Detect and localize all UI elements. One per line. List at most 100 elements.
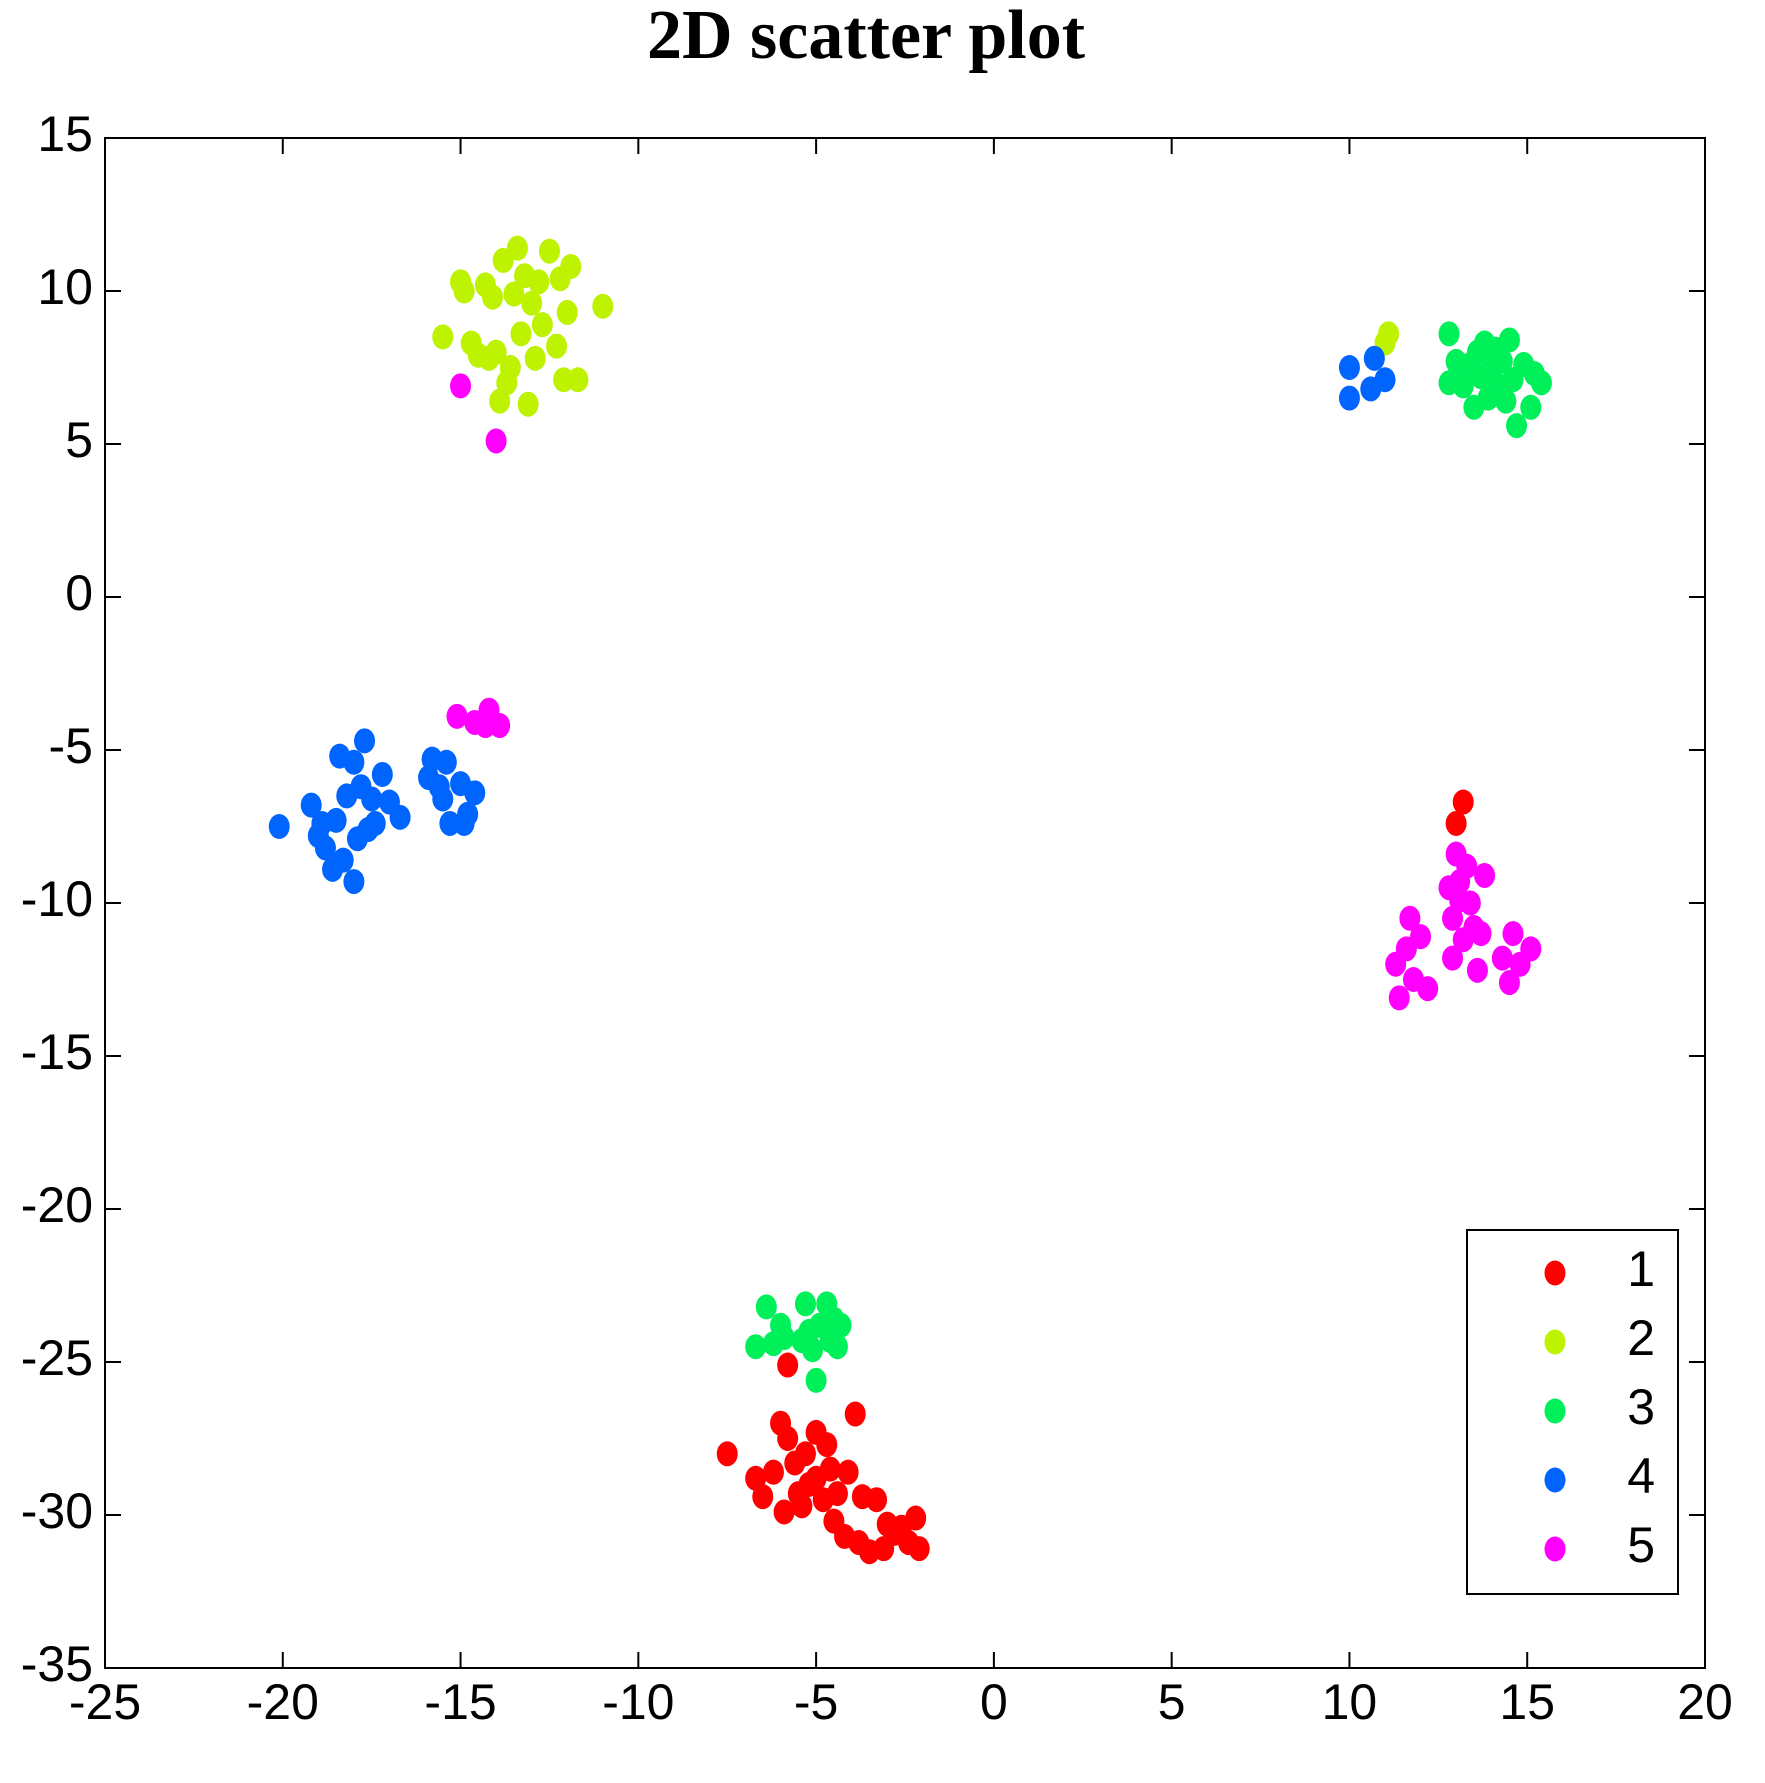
point bbox=[1520, 394, 1542, 420]
point bbox=[1449, 869, 1471, 895]
point bbox=[794, 1441, 816, 1467]
y-tick-label: -20 bbox=[21, 1177, 93, 1233]
legend-box bbox=[1466, 1229, 1679, 1595]
point bbox=[1506, 413, 1528, 439]
y-tick-label: -25 bbox=[21, 1330, 93, 1386]
point bbox=[1374, 367, 1396, 393]
point bbox=[773, 1325, 795, 1351]
legend-marker bbox=[1544, 1467, 1566, 1493]
point bbox=[1388, 985, 1410, 1011]
point bbox=[464, 780, 486, 806]
point bbox=[1363, 345, 1385, 371]
point bbox=[755, 1294, 777, 1320]
point bbox=[1410, 924, 1432, 950]
point bbox=[791, 1493, 813, 1519]
legend-label: 5 bbox=[1627, 1517, 1655, 1573]
point bbox=[794, 1291, 816, 1317]
point bbox=[446, 703, 468, 729]
legend-label: 1 bbox=[1627, 1241, 1655, 1297]
point bbox=[343, 869, 365, 895]
point bbox=[826, 1334, 848, 1360]
point bbox=[592, 293, 614, 319]
point bbox=[1438, 321, 1460, 347]
point bbox=[482, 284, 504, 310]
point bbox=[371, 761, 393, 787]
point bbox=[1502, 921, 1524, 947]
point bbox=[1338, 355, 1360, 380]
point bbox=[435, 749, 457, 775]
legend-marker bbox=[1544, 1329, 1566, 1355]
point bbox=[510, 321, 532, 347]
legend-marker bbox=[1544, 1260, 1566, 1286]
point bbox=[1417, 976, 1439, 1002]
point bbox=[1470, 921, 1492, 947]
x-tick-label: -15 bbox=[424, 1674, 496, 1730]
y-tick-label: -35 bbox=[21, 1636, 93, 1692]
point bbox=[826, 1481, 848, 1507]
point bbox=[1495, 388, 1517, 414]
x-tick-label: 15 bbox=[1499, 1674, 1555, 1730]
point bbox=[816, 1432, 838, 1458]
point bbox=[567, 367, 589, 393]
x-tick-label: -25 bbox=[69, 1674, 141, 1730]
legend-marker bbox=[1544, 1536, 1566, 1562]
point bbox=[908, 1536, 930, 1562]
point bbox=[773, 1499, 795, 1525]
point bbox=[844, 1401, 866, 1427]
point bbox=[905, 1505, 927, 1531]
point bbox=[1378, 321, 1400, 347]
point bbox=[496, 370, 518, 396]
point bbox=[450, 373, 472, 399]
point bbox=[325, 807, 347, 833]
x-tick-label: -20 bbox=[247, 1674, 319, 1730]
y-tick-label: -15 bbox=[21, 1024, 93, 1080]
point bbox=[478, 345, 500, 371]
point bbox=[432, 786, 454, 812]
point bbox=[517, 391, 539, 417]
y-tick-label: 10 bbox=[37, 259, 93, 315]
point bbox=[389, 804, 411, 830]
point bbox=[524, 345, 546, 371]
x-tick-label: 10 bbox=[1322, 1674, 1378, 1730]
x-tick-label: 0 bbox=[980, 1674, 1008, 1730]
x-tick-label: 5 bbox=[1158, 1674, 1186, 1730]
point bbox=[1338, 385, 1360, 411]
point bbox=[300, 792, 322, 818]
point bbox=[503, 281, 525, 307]
point bbox=[453, 278, 475, 304]
y-tick-label: -30 bbox=[21, 1483, 93, 1539]
x-tick-label: -10 bbox=[602, 1674, 674, 1730]
point bbox=[777, 1426, 799, 1451]
y-tick-label: 0 bbox=[65, 565, 93, 621]
point bbox=[1399, 905, 1421, 931]
point bbox=[343, 749, 365, 775]
point bbox=[268, 814, 290, 839]
point bbox=[1459, 890, 1481, 916]
point bbox=[1456, 361, 1478, 387]
point bbox=[485, 428, 507, 454]
point bbox=[506, 235, 528, 261]
y-tick-label: -5 bbox=[49, 718, 93, 774]
point bbox=[521, 290, 543, 316]
point bbox=[489, 713, 511, 739]
point bbox=[1452, 789, 1474, 815]
point bbox=[364, 810, 386, 836]
point bbox=[1491, 348, 1513, 374]
legend-label: 4 bbox=[1627, 1448, 1655, 1504]
point bbox=[1466, 957, 1488, 983]
point bbox=[556, 299, 578, 325]
point bbox=[830, 1312, 852, 1338]
point bbox=[528, 269, 550, 295]
point bbox=[752, 1484, 774, 1510]
point bbox=[1498, 970, 1520, 996]
x-tick-label: 20 bbox=[1677, 1674, 1733, 1730]
point bbox=[791, 1328, 813, 1354]
point bbox=[1520, 936, 1542, 962]
point bbox=[546, 333, 568, 359]
legend-label: 3 bbox=[1627, 1379, 1655, 1435]
point bbox=[745, 1334, 767, 1360]
point bbox=[866, 1487, 888, 1513]
point bbox=[716, 1441, 738, 1467]
point bbox=[805, 1367, 827, 1393]
point bbox=[819, 1456, 841, 1482]
